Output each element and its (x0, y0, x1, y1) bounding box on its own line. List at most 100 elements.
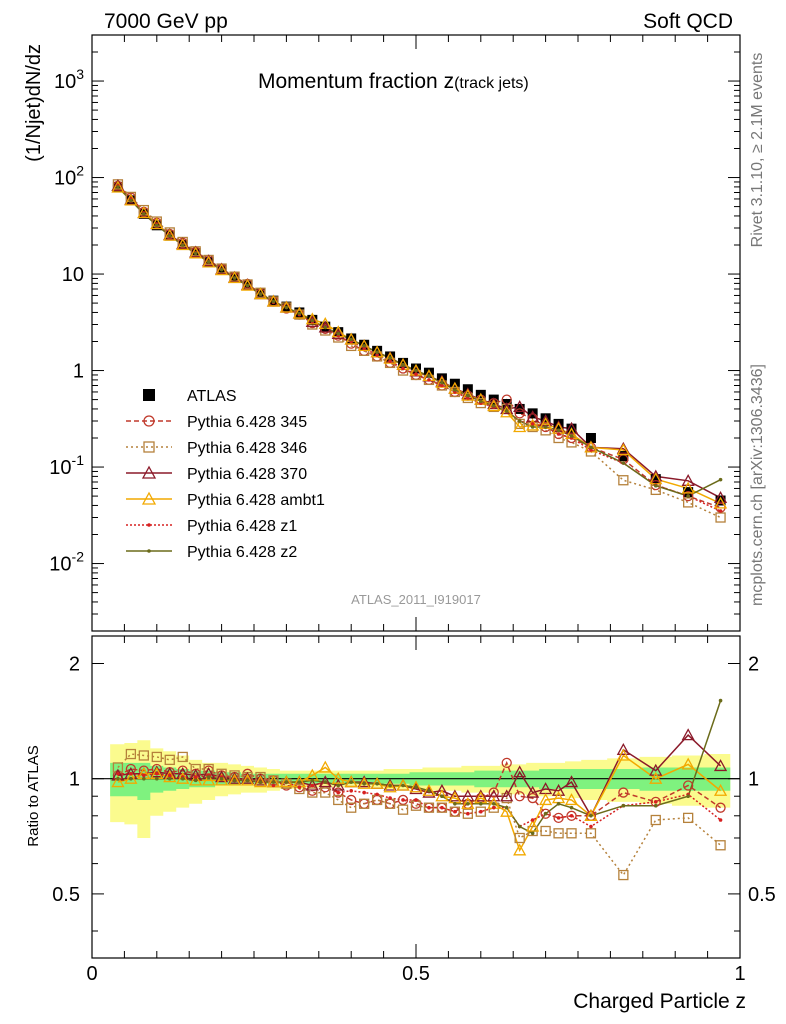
main-point-z2 (453, 388, 457, 392)
ratio-point-ambt1 (616, 748, 630, 761)
main-point-p370 (713, 490, 728, 503)
ratio-point-ambt1 (396, 778, 410, 791)
ratio-y-tick-label-right: 0.5 (748, 884, 776, 906)
main-point-z2 (336, 332, 341, 336)
main-point-z2 (653, 483, 658, 488)
ratio-point-z2 (686, 794, 690, 799)
main-point-z1 (440, 383, 444, 388)
main-point-ambt1 (227, 271, 242, 284)
main-point-ambt1 (266, 294, 281, 307)
main-y-tick-label: 10 (62, 264, 84, 286)
main-point-ambt1 (713, 496, 728, 509)
plot-title: Momentum fraction z(track jets) (258, 70, 529, 93)
ratio-point-p370 (318, 775, 332, 788)
main-point-ambt1 (279, 300, 293, 313)
main-point-ambt1 (150, 217, 164, 230)
main-point-z1 (427, 378, 431, 382)
ratio-point-ambt1 (189, 773, 203, 786)
ratio-point-z2 (271, 780, 276, 784)
legend-marker-z1 (147, 523, 151, 527)
main-point-z2 (349, 337, 354, 342)
ratio-point-z2 (129, 776, 133, 781)
legend-label-z2: Pythia 6.428 z2 (187, 544, 297, 561)
ratio-point-p370 (564, 775, 579, 788)
ratio-point-z2 (297, 780, 302, 784)
main-point-ambt1 (176, 238, 190, 251)
main-point-ambt1 (513, 420, 527, 433)
ratio-point-p346 (112, 762, 124, 773)
ratio-point-p370 (526, 785, 540, 798)
main-point-z2 (362, 344, 366, 348)
ratio-point-p370 (713, 759, 728, 772)
ratio-point-p346 (553, 828, 564, 839)
ratio-point-p345 (333, 787, 344, 798)
ratio-point-p345 (514, 791, 525, 802)
main-point-z2 (686, 494, 690, 498)
ratio-point-ambt1 (370, 776, 384, 789)
ratio-point-p370 (253, 773, 268, 786)
main-point-p345 (514, 408, 525, 419)
ratio-point-p370 (357, 775, 371, 788)
main-point-z2 (466, 393, 470, 398)
ratio-point-z1 (479, 809, 483, 814)
main-point-z2 (401, 362, 405, 367)
ratio-point-ambt1 (202, 773, 216, 786)
ratio-point-z2 (517, 824, 522, 829)
ratio-point-z2 (401, 783, 405, 788)
main-point-ambt1 (240, 278, 255, 291)
main-point-z2 (284, 305, 289, 310)
ratio-point-z2 (180, 776, 185, 781)
ratio-point-z2 (142, 776, 146, 781)
ratio-point-p370 (513, 765, 527, 778)
ratio-point-z1 (129, 771, 133, 776)
ratio-point-p345 (715, 802, 726, 813)
main-point-p370 (331, 327, 345, 340)
ratio-point-z1 (589, 824, 593, 829)
main-point-z2 (297, 311, 302, 316)
ratio-point-ambt1 (649, 771, 663, 784)
main-y-tick-label: 1 (73, 361, 84, 383)
legend-label-data: ATLAS (187, 388, 237, 405)
main-point-data (411, 363, 421, 374)
main-point-ambt1 (111, 180, 125, 193)
ratio-point-z2 (718, 698, 723, 703)
ratio-point-p346 (294, 783, 305, 795)
main-point-z2 (530, 425, 535, 429)
main-point-ambt1 (163, 228, 177, 241)
ratio-point-z2 (375, 781, 379, 786)
ratio-point-p346 (423, 802, 435, 813)
main-point-data (585, 432, 596, 443)
main-point-ambt1 (189, 246, 203, 259)
main-y-tick-label: 103 (54, 66, 84, 93)
ratio-point-z2 (414, 785, 418, 790)
ratio-point-p345 (618, 787, 629, 798)
ratio-point-ambt1 (318, 760, 332, 773)
legend-marker-data (143, 389, 155, 401)
legend-label-ambt1: Pythia 6.428 ambt1 (187, 492, 325, 509)
main-point-p370 (564, 421, 579, 434)
ratio-point-p345 (177, 765, 188, 776)
analysis-label: ATLAS_2011_I919017 (351, 592, 481, 607)
ratio-point-z1 (453, 809, 457, 814)
x-tick-label: 0 (86, 963, 97, 985)
ratio-point-z1 (193, 775, 198, 779)
ratio-point-z2 (479, 801, 483, 806)
main-point-p370 (681, 473, 695, 486)
main-point-ambt1 (137, 206, 151, 219)
ratio-point-ambt1 (240, 773, 255, 786)
ratio-point-z2 (653, 803, 658, 808)
ratio-point-ambt1 (215, 773, 229, 786)
main-point-z1 (401, 366, 405, 371)
x-axis-label: Charged Particle z (573, 990, 746, 1013)
main-point-z2 (310, 318, 315, 323)
ratio-point-p346 (650, 814, 661, 826)
ratio-point-z1 (336, 790, 341, 795)
main-point-data (423, 367, 434, 378)
ratio-point-z2 (569, 805, 574, 810)
ratio-point-p345 (397, 794, 409, 806)
main-point-ambt1 (292, 306, 306, 319)
main-point-z2 (323, 325, 328, 330)
ratio-point-z2 (440, 794, 444, 799)
plot-title-main: Momentum fraction z (258, 70, 454, 93)
ratio-point-z1 (375, 792, 379, 797)
